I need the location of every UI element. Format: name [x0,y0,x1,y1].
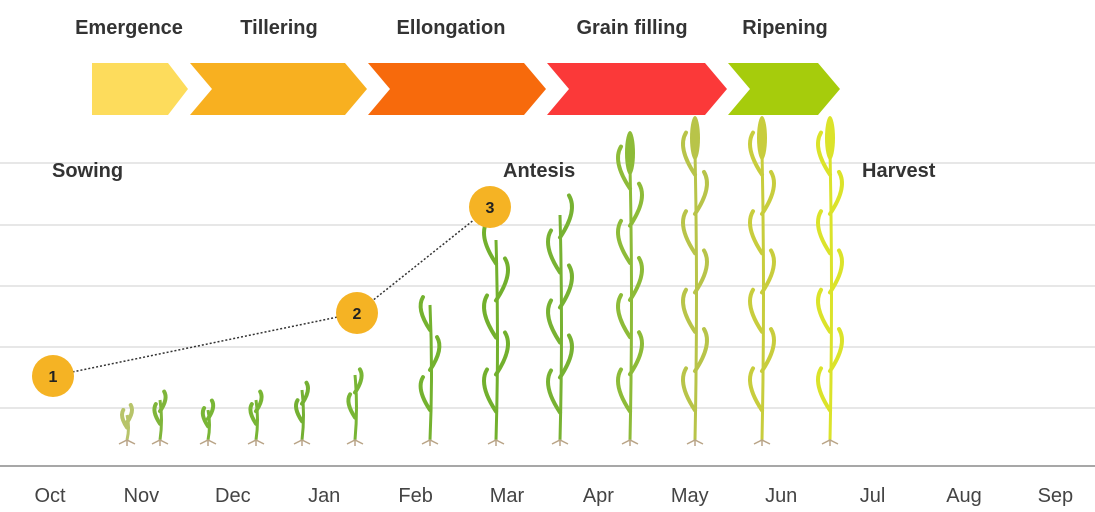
plant-leaf [750,368,762,410]
arrow-tillering [190,63,367,115]
arrow-elongation [368,63,546,115]
plant-stem [695,150,697,440]
plant-leaf [818,211,830,253]
plant-roots [294,440,310,446]
plant-leaf [818,290,830,332]
wheat-ear [625,131,635,175]
plant-leaf [618,221,630,263]
plant-leaf [484,370,496,412]
stage-label: Tillering [240,17,317,39]
plant-leaf [750,290,762,332]
plant-stem [762,150,764,440]
plant-stem [560,215,562,440]
month-label: Aug [946,485,982,507]
plant-roots [622,440,638,446]
plant-leaf [421,297,430,330]
plant-roots [687,440,703,446]
marker-number: 3 [486,200,495,217]
plant-leaf [250,404,256,424]
plant-stem [830,150,832,440]
stage-label: Emergence [75,17,183,39]
wheat-growth-diagram: Emergence Tillering Ellongation Grain fi… [0,0,1095,512]
event-label: Antesis [503,160,575,182]
plant-leaf [618,295,630,337]
plants [119,116,842,446]
plant-leaf [683,290,695,332]
month-label: Jun [765,485,797,507]
plant-roots [119,440,135,446]
plant-roots [152,440,168,446]
plant-leaf [208,401,213,419]
plant-roots [552,440,568,446]
month-label: Oct [34,485,66,507]
event-label: Sowing [52,160,123,182]
plant-roots [754,440,770,446]
plant-roots [422,440,438,446]
month-label: Dec [215,485,251,507]
plant-roots [248,440,264,446]
month-label: Apr [583,485,614,507]
plant-stem [355,375,357,440]
stage-label: Ellongation [397,17,506,39]
plant-roots [347,440,363,446]
arrow-grain-filling [547,63,727,115]
grid-lines [0,163,1095,408]
plant-leaf [484,296,496,338]
month-label: Mar [490,485,525,507]
plant-leaf [683,211,695,253]
plant-stem [430,305,432,440]
plant-leaf [683,368,695,410]
plant-stem [302,390,304,440]
month-label: Jul [860,485,886,507]
stage-arrows [92,63,840,115]
markers: 1 2 3 [32,186,511,397]
plant-roots [200,440,216,446]
stage-label: Grain filling [576,17,687,39]
plant-leaf [560,196,572,238]
plant-leaf [154,404,160,424]
month-label: Nov [124,485,160,507]
plant-leaf [818,368,830,410]
wheat-ear [757,116,767,160]
plant-roots [488,440,504,446]
marker-number: 2 [353,306,362,323]
event-label: Harvest [862,160,936,182]
arrow-ripening [728,63,840,115]
plant-roots [822,440,838,446]
stage-label: Ripening [742,17,828,39]
month-label: Feb [398,485,432,507]
plant-leaf [348,394,355,417]
marker-number: 1 [49,369,58,386]
arrow-emergence [92,63,188,115]
page: Emergence Tillering Ellongation Grain fi… [0,0,1095,512]
wheat-ear [825,116,835,160]
months: Oct Nov Dec Jan Feb Mar Apr May Jun Jul Aug Sep [34,485,1073,507]
dotted-connector [53,207,490,376]
plant-leaf [421,377,430,410]
month-label: Jan [308,485,340,507]
wheat-ear [690,116,700,160]
month-label: Sep [1038,485,1074,507]
month-label: May [671,485,709,507]
plant-stem [630,165,632,440]
plant-leaf [750,211,762,253]
plant-leaf [618,369,630,411]
